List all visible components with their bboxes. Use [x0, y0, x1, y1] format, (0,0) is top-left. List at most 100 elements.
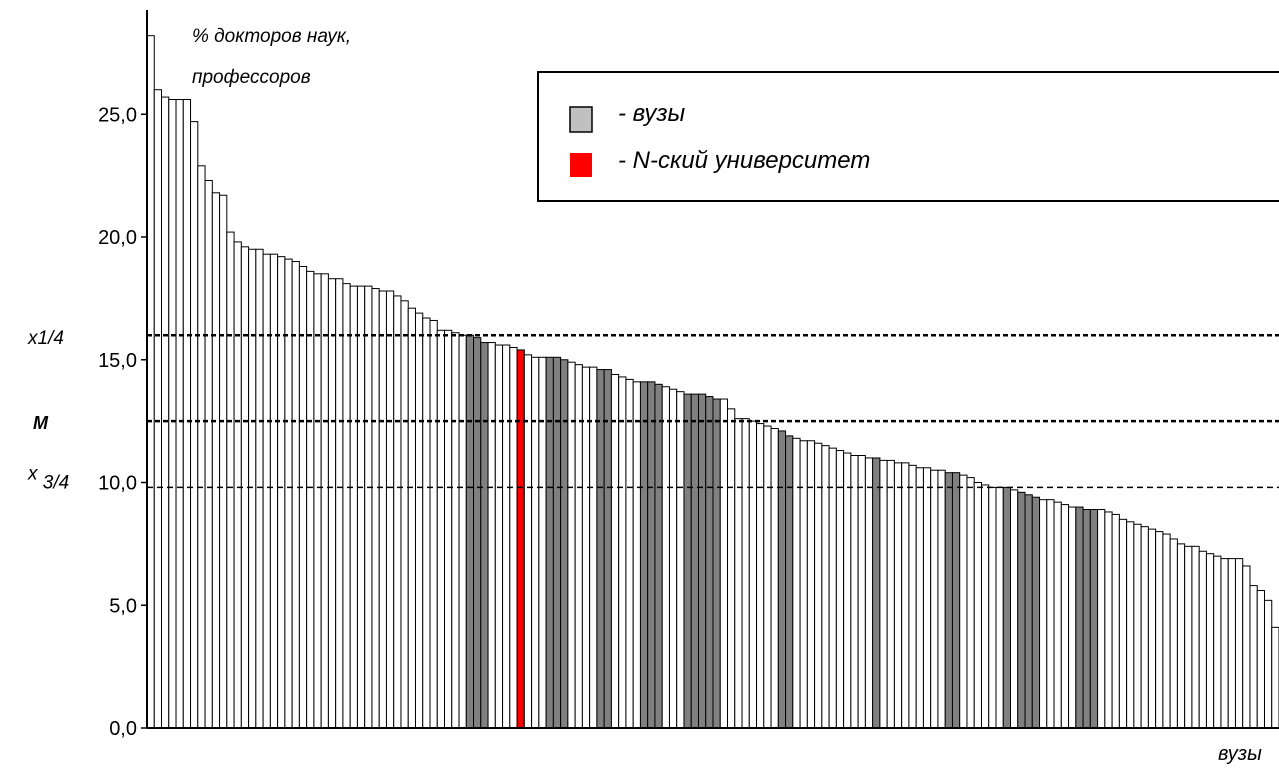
bar — [1242, 565, 1251, 729]
bar — [785, 435, 794, 729]
bar — [473, 337, 482, 729]
bar — [552, 356, 562, 729]
bar — [327, 278, 337, 729]
reference-label-x1-4: x1/4 — [27, 328, 64, 349]
bar — [393, 295, 402, 729]
y-tick-label: 0,0 — [109, 718, 137, 740]
bar — [1097, 509, 1106, 729]
reference-labels: x1/4 Mx 3/4 — [27, 328, 69, 493]
bar — [451, 332, 460, 729]
bar — [610, 373, 620, 729]
bar — [1060, 504, 1070, 729]
bar — [1089, 509, 1099, 729]
bar — [596, 369, 605, 729]
bar — [458, 334, 467, 729]
bar — [364, 285, 373, 729]
bar — [153, 89, 163, 729]
bar — [262, 253, 271, 729]
bar — [204, 180, 213, 729]
bar — [161, 96, 170, 729]
bar — [1271, 626, 1279, 729]
bar — [1205, 553, 1215, 729]
bar — [407, 307, 416, 729]
bar — [378, 290, 387, 729]
bar — [980, 484, 990, 729]
bar — [879, 459, 888, 729]
bar — [291, 261, 300, 729]
bar — [523, 354, 533, 729]
bar — [719, 398, 729, 729]
bar — [727, 408, 736, 729]
bar — [1220, 558, 1229, 729]
bar — [618, 376, 627, 729]
y-tick-label: 25,0 — [98, 104, 137, 126]
bar — [1010, 489, 1019, 729]
bar — [1263, 599, 1273, 729]
bar — [356, 285, 366, 729]
bar — [748, 420, 758, 729]
bar — [1234, 558, 1244, 729]
bar — [1249, 585, 1258, 729]
bar — [668, 388, 678, 729]
bar — [277, 256, 286, 729]
legend-swatch-vuzy — [569, 106, 593, 133]
bar — [756, 423, 765, 729]
bar — [1155, 531, 1164, 729]
bar — [502, 344, 511, 729]
bars-group — [146, 35, 1279, 729]
bar — [1133, 523, 1142, 729]
bar — [509, 346, 518, 729]
y-ticks: 0,0 5,0 10,0 15,0 20,0 25,0 — [98, 104, 147, 740]
bar — [705, 396, 714, 729]
bar — [930, 469, 939, 729]
bar — [422, 317, 431, 729]
bar — [1046, 499, 1055, 729]
y-tick-label: 15,0 — [98, 350, 137, 372]
bar — [973, 482, 982, 729]
bar — [342, 283, 351, 729]
bar — [1075, 506, 1084, 729]
bar — [538, 356, 547, 729]
bar — [915, 467, 924, 729]
bar — [814, 442, 823, 729]
bar — [857, 455, 866, 729]
bar — [284, 258, 293, 729]
bar — [893, 462, 903, 729]
bar — [429, 319, 438, 729]
bar — [959, 474, 968, 729]
bar — [211, 192, 221, 729]
bar — [1140, 526, 1149, 729]
bar — [1039, 499, 1048, 729]
bar — [864, 457, 874, 729]
bar — [414, 312, 424, 729]
bar — [901, 462, 910, 729]
y-axis-label-line1: % докторов наук, — [192, 26, 351, 47]
bar — [349, 285, 358, 729]
legend-label-n-university: - N-ский университет — [618, 147, 870, 174]
bar — [639, 381, 649, 729]
reference-lines — [147, 333, 1279, 489]
bar — [1169, 538, 1178, 729]
bar — [850, 455, 859, 729]
bar — [320, 273, 329, 729]
bar — [168, 99, 177, 729]
bar — [835, 450, 845, 729]
bar — [465, 334, 475, 729]
bar — [603, 369, 612, 729]
bar — [690, 393, 699, 729]
bar — [182, 99, 192, 729]
bar — [799, 440, 808, 729]
bar — [567, 361, 576, 729]
bar — [995, 486, 1004, 729]
bar — [335, 278, 344, 729]
bar — [770, 427, 779, 729]
legend-label-vuzy: - вузы — [618, 100, 686, 127]
bar — [480, 342, 489, 729]
bar — [697, 393, 707, 729]
reference-label-x3-4: x 3/4 — [27, 463, 69, 493]
bar — [1213, 555, 1222, 729]
bar — [886, 459, 895, 729]
bar — [712, 398, 721, 729]
bar — [792, 437, 801, 729]
